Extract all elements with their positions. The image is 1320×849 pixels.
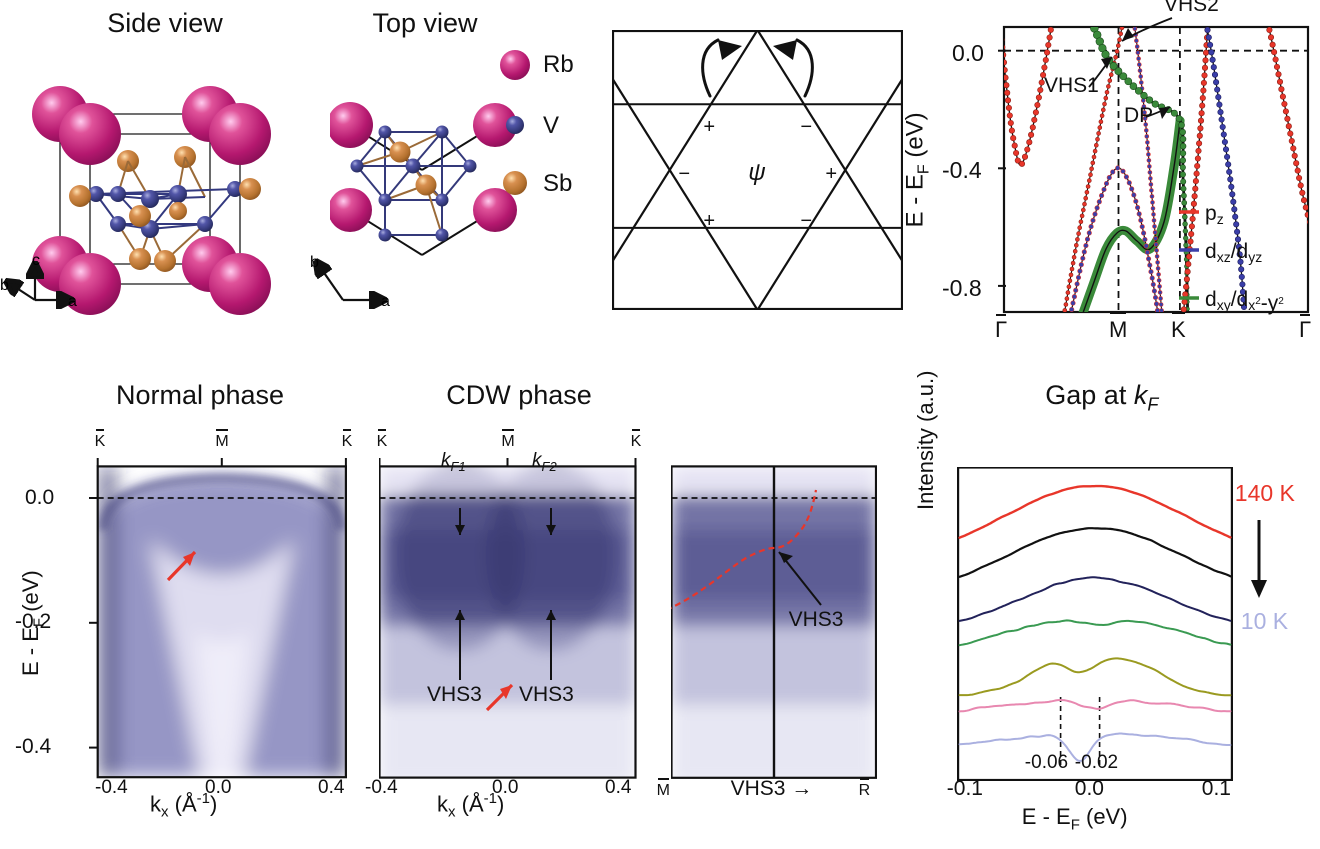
- svg-text:VHS2: VHS2: [1164, 0, 1219, 16]
- svg-text:b: b: [310, 255, 319, 271]
- svg-text:−: −: [800, 210, 812, 232]
- svg-text:+: +: [703, 210, 715, 232]
- svg-text:dxz/dyz: dxz/dyz: [1205, 240, 1262, 265]
- svg-text:Sb: Sb: [543, 170, 572, 197]
- svg-text:−: −: [800, 116, 812, 138]
- svg-text:+: +: [703, 116, 715, 138]
- svg-text:−: −: [678, 163, 690, 185]
- svg-text:b: b: [0, 277, 9, 294]
- svg-text:+: +: [825, 163, 837, 185]
- svg-text:pz: pz: [1205, 202, 1224, 227]
- svg-text:a: a: [381, 293, 390, 310]
- svg-text:Rb: Rb: [543, 51, 574, 78]
- svg-text:c: c: [32, 252, 40, 269]
- svg-text:V: V: [543, 112, 559, 139]
- svg-text:ψ: ψ: [748, 159, 765, 186]
- svg-text:dxy/dx2-y2: dxy/dx2-y2: [1205, 288, 1284, 315]
- svg-text:a: a: [68, 293, 77, 310]
